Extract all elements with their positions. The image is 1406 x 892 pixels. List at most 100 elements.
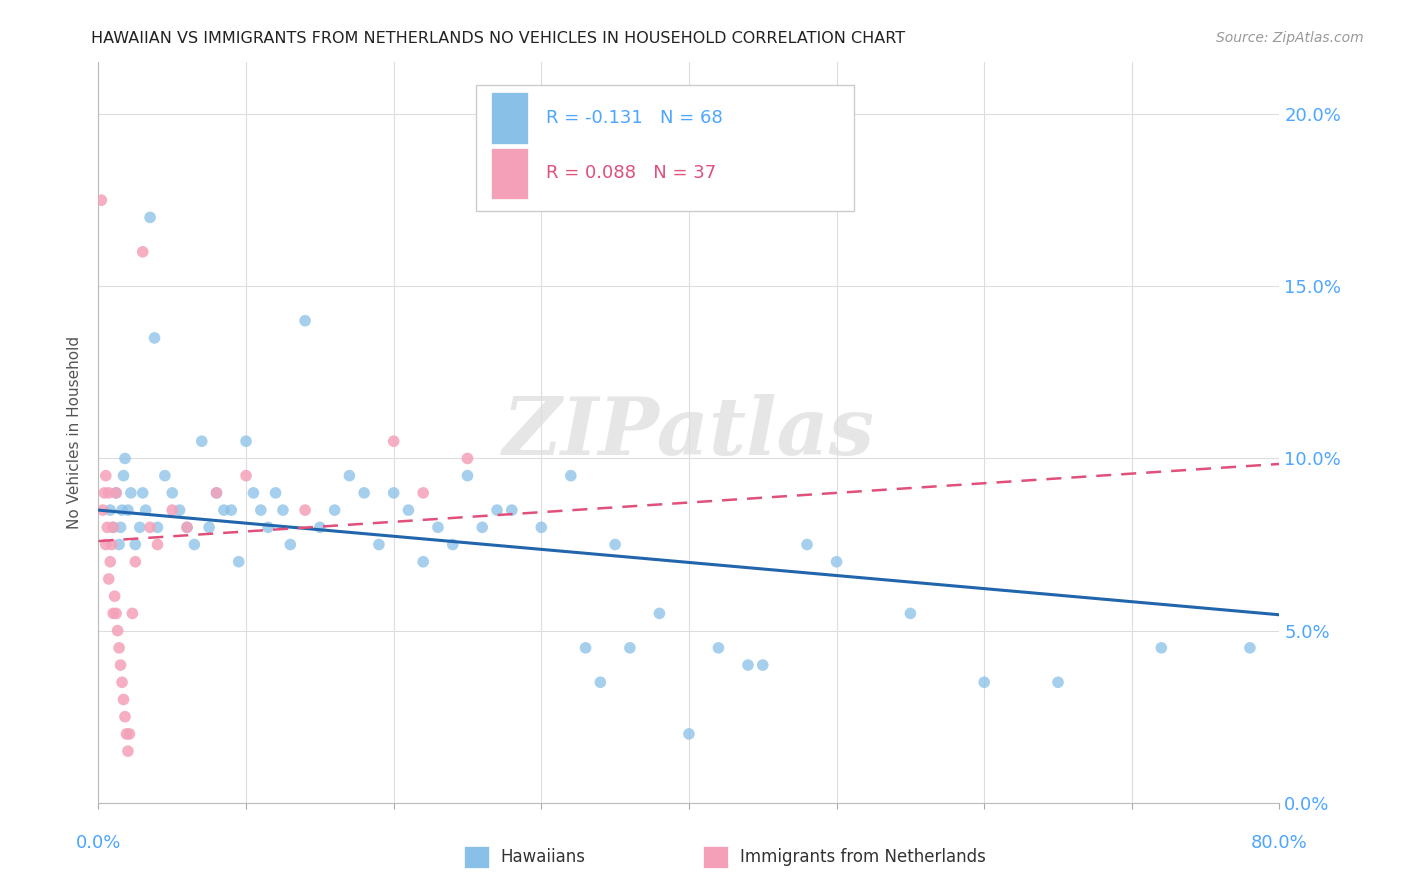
Point	[1150, 640, 1173, 655]
Point	[176, 520, 198, 534]
Text: ZIPatlas: ZIPatlas	[503, 394, 875, 471]
Point	[104, 589, 127, 603]
Point	[108, 537, 131, 551]
Point	[250, 503, 273, 517]
Point	[221, 503, 243, 517]
Text: R = 0.088   N = 37: R = 0.088 N = 37	[546, 164, 716, 183]
Point	[139, 520, 162, 534]
Point	[117, 503, 139, 517]
Point	[132, 244, 155, 259]
Point	[132, 486, 155, 500]
Point	[398, 503, 420, 517]
Point	[589, 675, 612, 690]
Point	[412, 486, 434, 500]
Point	[973, 675, 995, 690]
Point	[94, 537, 117, 551]
Point	[323, 503, 346, 517]
Point	[143, 331, 166, 345]
Point	[112, 692, 135, 706]
Point	[678, 727, 700, 741]
Point	[501, 503, 523, 517]
Point	[530, 520, 553, 534]
Point	[98, 555, 121, 569]
Point	[146, 520, 169, 534]
Point	[242, 486, 264, 500]
Point	[191, 434, 214, 449]
Point	[90, 193, 112, 207]
Point	[114, 709, 136, 723]
Point	[103, 520, 125, 534]
Point	[560, 468, 582, 483]
Point	[1239, 640, 1261, 655]
Point	[368, 537, 391, 551]
Point	[121, 607, 143, 621]
Bar	[491, 147, 529, 200]
Point	[117, 744, 139, 758]
Point	[135, 503, 157, 517]
Point	[441, 537, 464, 551]
Point	[111, 675, 134, 690]
Point	[353, 486, 375, 500]
Point	[294, 314, 316, 328]
Text: Immigrants from Netherlands: Immigrants from Netherlands	[740, 847, 986, 866]
Point	[228, 555, 250, 569]
Point	[110, 520, 132, 534]
Point	[176, 520, 198, 534]
Point	[128, 520, 150, 534]
Point	[118, 727, 141, 741]
Point	[457, 451, 479, 466]
Point	[169, 503, 191, 517]
Point	[457, 468, 479, 483]
Point	[153, 468, 176, 483]
Point	[162, 503, 183, 517]
Point	[105, 607, 128, 621]
Point	[825, 555, 848, 569]
Point	[94, 468, 117, 483]
Point	[339, 468, 361, 483]
Point	[294, 503, 316, 517]
Point	[112, 468, 135, 483]
Point	[900, 607, 922, 621]
Point	[100, 537, 122, 551]
Point	[257, 520, 280, 534]
Point	[752, 658, 775, 673]
Point	[737, 658, 759, 673]
Point	[97, 572, 120, 586]
Point	[198, 520, 221, 534]
Point	[619, 640, 641, 655]
Bar	[477, 85, 855, 211]
Point	[486, 503, 509, 517]
Point	[96, 520, 118, 534]
Point	[212, 503, 235, 517]
Point	[115, 727, 138, 741]
Y-axis label: No Vehicles in Household: No Vehicles in Household	[67, 336, 83, 529]
Point	[427, 520, 450, 534]
Point	[205, 486, 228, 500]
Point	[271, 503, 294, 517]
Point	[1047, 675, 1070, 690]
Point	[110, 658, 132, 673]
Text: R = -0.131   N = 68: R = -0.131 N = 68	[546, 109, 723, 127]
Point	[146, 537, 169, 551]
Point	[93, 486, 115, 500]
Text: 0.0%: 0.0%	[76, 834, 121, 852]
Point	[107, 624, 129, 638]
Point	[796, 537, 818, 551]
Point	[103, 607, 125, 621]
Point	[111, 503, 134, 517]
Point	[91, 503, 114, 517]
Point	[105, 486, 128, 500]
Point	[205, 486, 228, 500]
Point	[412, 555, 434, 569]
Point	[280, 537, 302, 551]
Point	[471, 520, 494, 534]
Text: HAWAIIAN VS IMMIGRANTS FROM NETHERLANDS NO VEHICLES IN HOUSEHOLD CORRELATION CHA: HAWAIIAN VS IMMIGRANTS FROM NETHERLANDS …	[91, 31, 905, 46]
Point	[114, 451, 136, 466]
Point	[108, 640, 131, 655]
Point	[707, 640, 730, 655]
Bar	[491, 92, 529, 144]
Point	[382, 486, 405, 500]
Point	[575, 640, 598, 655]
Point	[162, 486, 183, 500]
Point	[183, 537, 205, 551]
